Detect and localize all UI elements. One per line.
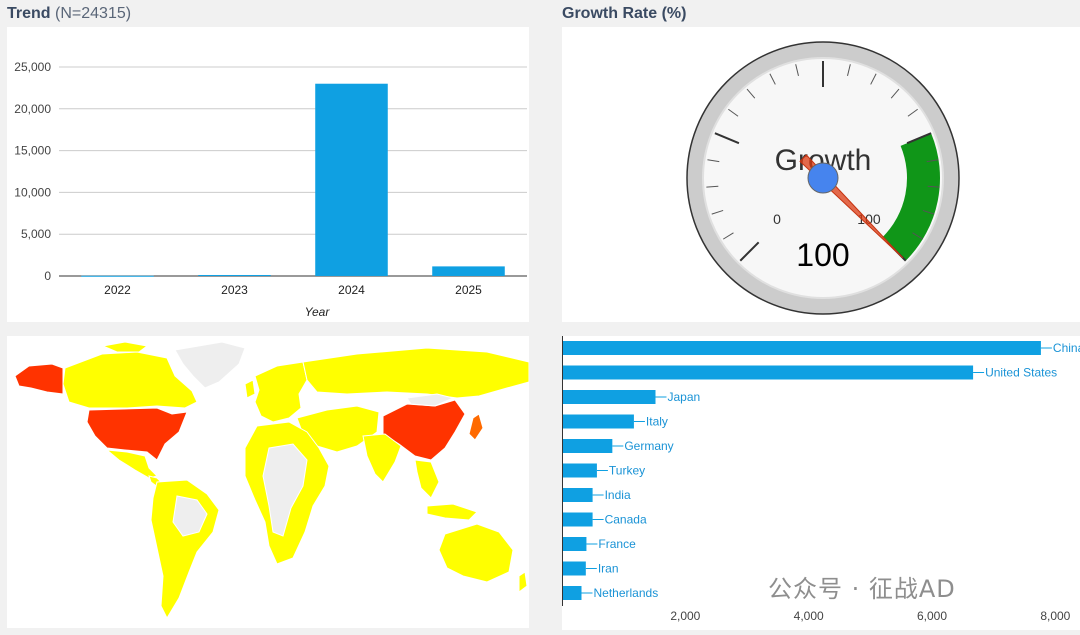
map-region-africa-no-data: [262, 443, 308, 537]
x-tick-label: 8,000: [1040, 609, 1070, 623]
gauge-minor-tick: [890, 88, 900, 99]
gauge-green-band: [882, 133, 940, 261]
gauge-title: Growth Rate (%): [562, 5, 687, 22]
bar-label: Turkey: [609, 464, 645, 478]
gauge-minor-tick: [907, 108, 918, 117]
gauge-panel: 0 100 Growth 100: [562, 27, 1080, 322]
trend-subtitle: (N=24315): [55, 5, 132, 22]
bar-turkey[interactable]: [563, 463, 597, 478]
map-region-india: [362, 433, 402, 483]
x-tick-label: 2,000: [670, 609, 700, 623]
x-tick-label: 4,000: [794, 609, 824, 623]
y-tick-label: 0: [44, 269, 51, 283]
map-region-greenland: [174, 341, 246, 389]
gauge-minor-tick: [707, 159, 720, 163]
x-tick-label: 2023: [221, 283, 248, 297]
gauge-minor-tick: [926, 159, 939, 163]
map-region-japan: [468, 413, 484, 441]
bar-india[interactable]: [563, 488, 593, 502]
bar-label: Iran: [598, 562, 619, 576]
gauge-minor-tick: [922, 209, 935, 215]
map-region-europe: [254, 361, 308, 423]
bar-germany[interactable]: [563, 439, 613, 453]
gauge-minor-tick: [722, 232, 734, 240]
bar-label: Italy: [646, 415, 668, 429]
x-tick-label: 2025: [455, 283, 482, 297]
y-tick-label: 10,000: [14, 185, 51, 199]
bar-italy[interactable]: [563, 414, 634, 429]
gauge-minor-tick: [711, 209, 724, 215]
gauge-minor-tick: [870, 73, 877, 85]
gauge-major-tick: [714, 132, 740, 145]
bar-label: United States: [985, 366, 1057, 380]
trend-header: Trend (N=24315): [7, 5, 131, 23]
gauge-minor-tick: [927, 185, 940, 188]
map-region-mexico: [105, 449, 158, 479]
gauge-minor-tick: [728, 108, 739, 117]
x-tick-label: 6,000: [917, 609, 947, 623]
map-region-mongolia: [406, 393, 455, 407]
gauge-minor-tick: [847, 64, 851, 77]
map-region-brazil: [172, 495, 208, 537]
map-region-russia: [302, 347, 530, 399]
bar-2024[interactable]: [315, 83, 388, 276]
y-tick-label: 15,000: [14, 144, 51, 158]
bar-netherlands[interactable]: [563, 586, 582, 600]
bar-2022[interactable]: [81, 275, 154, 277]
y-tick-label: 5,000: [21, 227, 51, 241]
gauge-minor-tick: [912, 232, 924, 240]
watermark-text: 公众号 · 征战AD: [768, 575, 956, 603]
gauge-major-tick: [739, 241, 760, 262]
map-region-canada-islands: [101, 341, 149, 353]
gauge-minor-tick: [746, 88, 756, 99]
bar-label: Netherlands: [594, 586, 659, 600]
bar-iran[interactable]: [563, 561, 586, 576]
trend-title: Trend: [7, 5, 51, 22]
bar-france[interactable]: [563, 537, 587, 551]
gauge-minor-tick: [795, 64, 799, 77]
world-map: [14, 341, 530, 620]
bar-label: Germany: [624, 439, 673, 453]
x-tick-label: 2022: [104, 283, 131, 297]
map-region-canada: [62, 351, 198, 409]
map-region-southeast-asia: [414, 459, 440, 499]
x-tick-label: 2024: [338, 283, 365, 297]
bar-2023[interactable]: [198, 274, 271, 276]
bar-label: Canada: [605, 513, 647, 527]
bar-label: India: [605, 488, 631, 502]
map-region-uk: [244, 379, 256, 399]
trend-bar-chart: 0 5,000 10,000 15,000 20,000 25,000 2022 2023 20…: [14, 60, 527, 319]
gauge-minor-tick: [769, 73, 776, 85]
gauge-header: Growth Rate (%): [562, 5, 686, 23]
map-region-alaska: [14, 363, 64, 395]
gauge-value: 100: [796, 237, 849, 273]
y-tick-label: 25,000: [14, 60, 51, 74]
x-axis-label: Year: [305, 305, 331, 319]
y-tick-label: 20,000: [14, 102, 51, 116]
gauge-min-label: 0: [773, 211, 781, 227]
gauge-hub: [807, 162, 839, 194]
bar-label: Japan: [668, 390, 701, 404]
map-region-indonesia: [426, 503, 478, 521]
map-region-australia: [438, 523, 514, 583]
bar-2025[interactable]: [432, 266, 505, 276]
map-region-united-states: [86, 407, 188, 461]
bar-united-states[interactable]: [563, 365, 974, 380]
bar-canada[interactable]: [563, 512, 593, 527]
bar-china[interactable]: [563, 341, 1041, 355]
world-map-panel: [7, 336, 530, 628]
map-region-new-zealand: [518, 571, 528, 593]
bar-japan[interactable]: [563, 390, 656, 404]
gauge-major-tick: [906, 132, 932, 145]
bar-label: France: [598, 537, 636, 551]
gauge-minor-tick: [706, 185, 719, 188]
trend-chart-panel: 0 5,000 10,000 15,000 20,000 25,000 2022 2023 20…: [7, 27, 529, 322]
bar-label: China: [1053, 341, 1080, 355]
